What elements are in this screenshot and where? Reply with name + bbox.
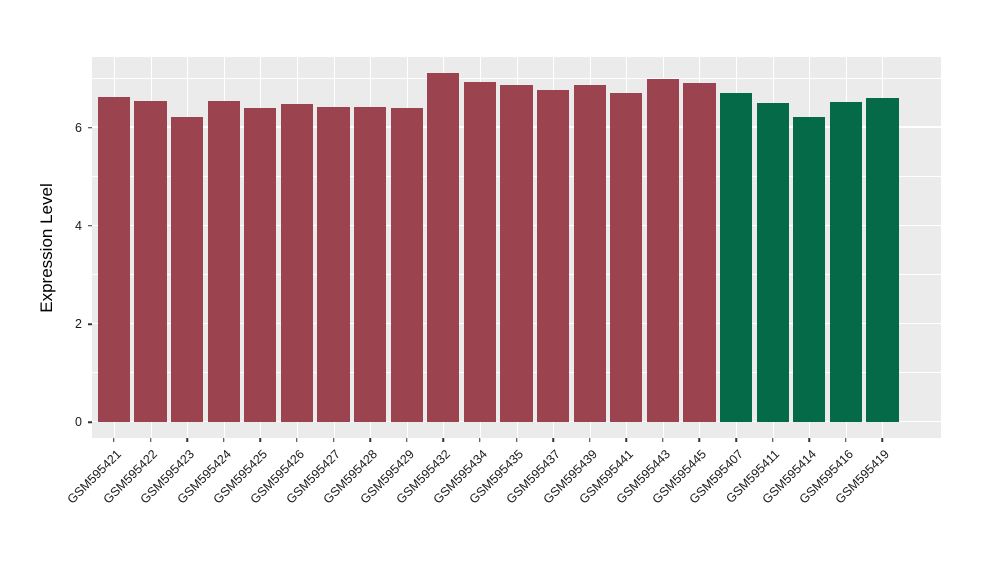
x-tick-mark (296, 438, 298, 442)
x-tick-mark (259, 438, 262, 442)
bar (573, 84, 606, 423)
bar (683, 83, 716, 423)
bar (134, 101, 167, 423)
x-tick-mark (588, 438, 591, 442)
bar (646, 79, 679, 423)
x-tick-mark (698, 438, 701, 442)
x-tick-mark (515, 438, 518, 442)
y-tick-mark (88, 421, 92, 424)
bar (866, 98, 899, 423)
x-tick-mark (186, 438, 188, 442)
y-tick-label: 4 (75, 218, 82, 233)
x-tick-mark (771, 438, 774, 442)
y-tick-label: 2 (75, 317, 82, 332)
x-tick-mark (845, 438, 847, 442)
bar (171, 117, 204, 423)
bar (317, 106, 350, 423)
bar (354, 106, 387, 423)
bar (280, 103, 314, 423)
bar (829, 101, 862, 423)
x-tick-mark (369, 438, 371, 442)
bar (756, 103, 789, 423)
bar (463, 81, 496, 423)
bar (427, 73, 460, 423)
x-tick-mark (405, 438, 408, 442)
x-tick-mark (332, 438, 335, 442)
x-tick-mark (149, 438, 152, 442)
x-tick-mark (808, 438, 810, 442)
bar (244, 107, 277, 423)
x-tick-mark (881, 438, 884, 442)
x-tick-mark (552, 438, 554, 442)
bar (610, 92, 643, 423)
y-tick-mark (88, 225, 92, 227)
x-tick-mark (735, 438, 737, 442)
x-tick-mark (113, 438, 115, 442)
x-tick-mark (442, 438, 445, 442)
bar (719, 93, 753, 423)
x-axis: GSM595421 GSM595422 GSM595423 GSM595424 GSM5… (64, 438, 941, 568)
y-tick-label: 0 (75, 415, 82, 430)
bar (536, 89, 570, 423)
y-tick-mark (88, 126, 92, 129)
bar (390, 108, 423, 423)
x-tick-mark (479, 438, 481, 442)
bar (207, 101, 240, 423)
y-tick-mark (88, 323, 92, 325)
x-tick-mark (222, 438, 225, 442)
bar (500, 84, 533, 423)
y-tick-label: 6 (75, 120, 82, 135)
bar (793, 117, 826, 423)
plot-panel (92, 57, 941, 438)
bar (97, 97, 131, 423)
x-tick-mark (625, 438, 628, 442)
x-tick-mark (662, 438, 664, 442)
y-axis: 0 2 4 6 (0, 57, 92, 438)
